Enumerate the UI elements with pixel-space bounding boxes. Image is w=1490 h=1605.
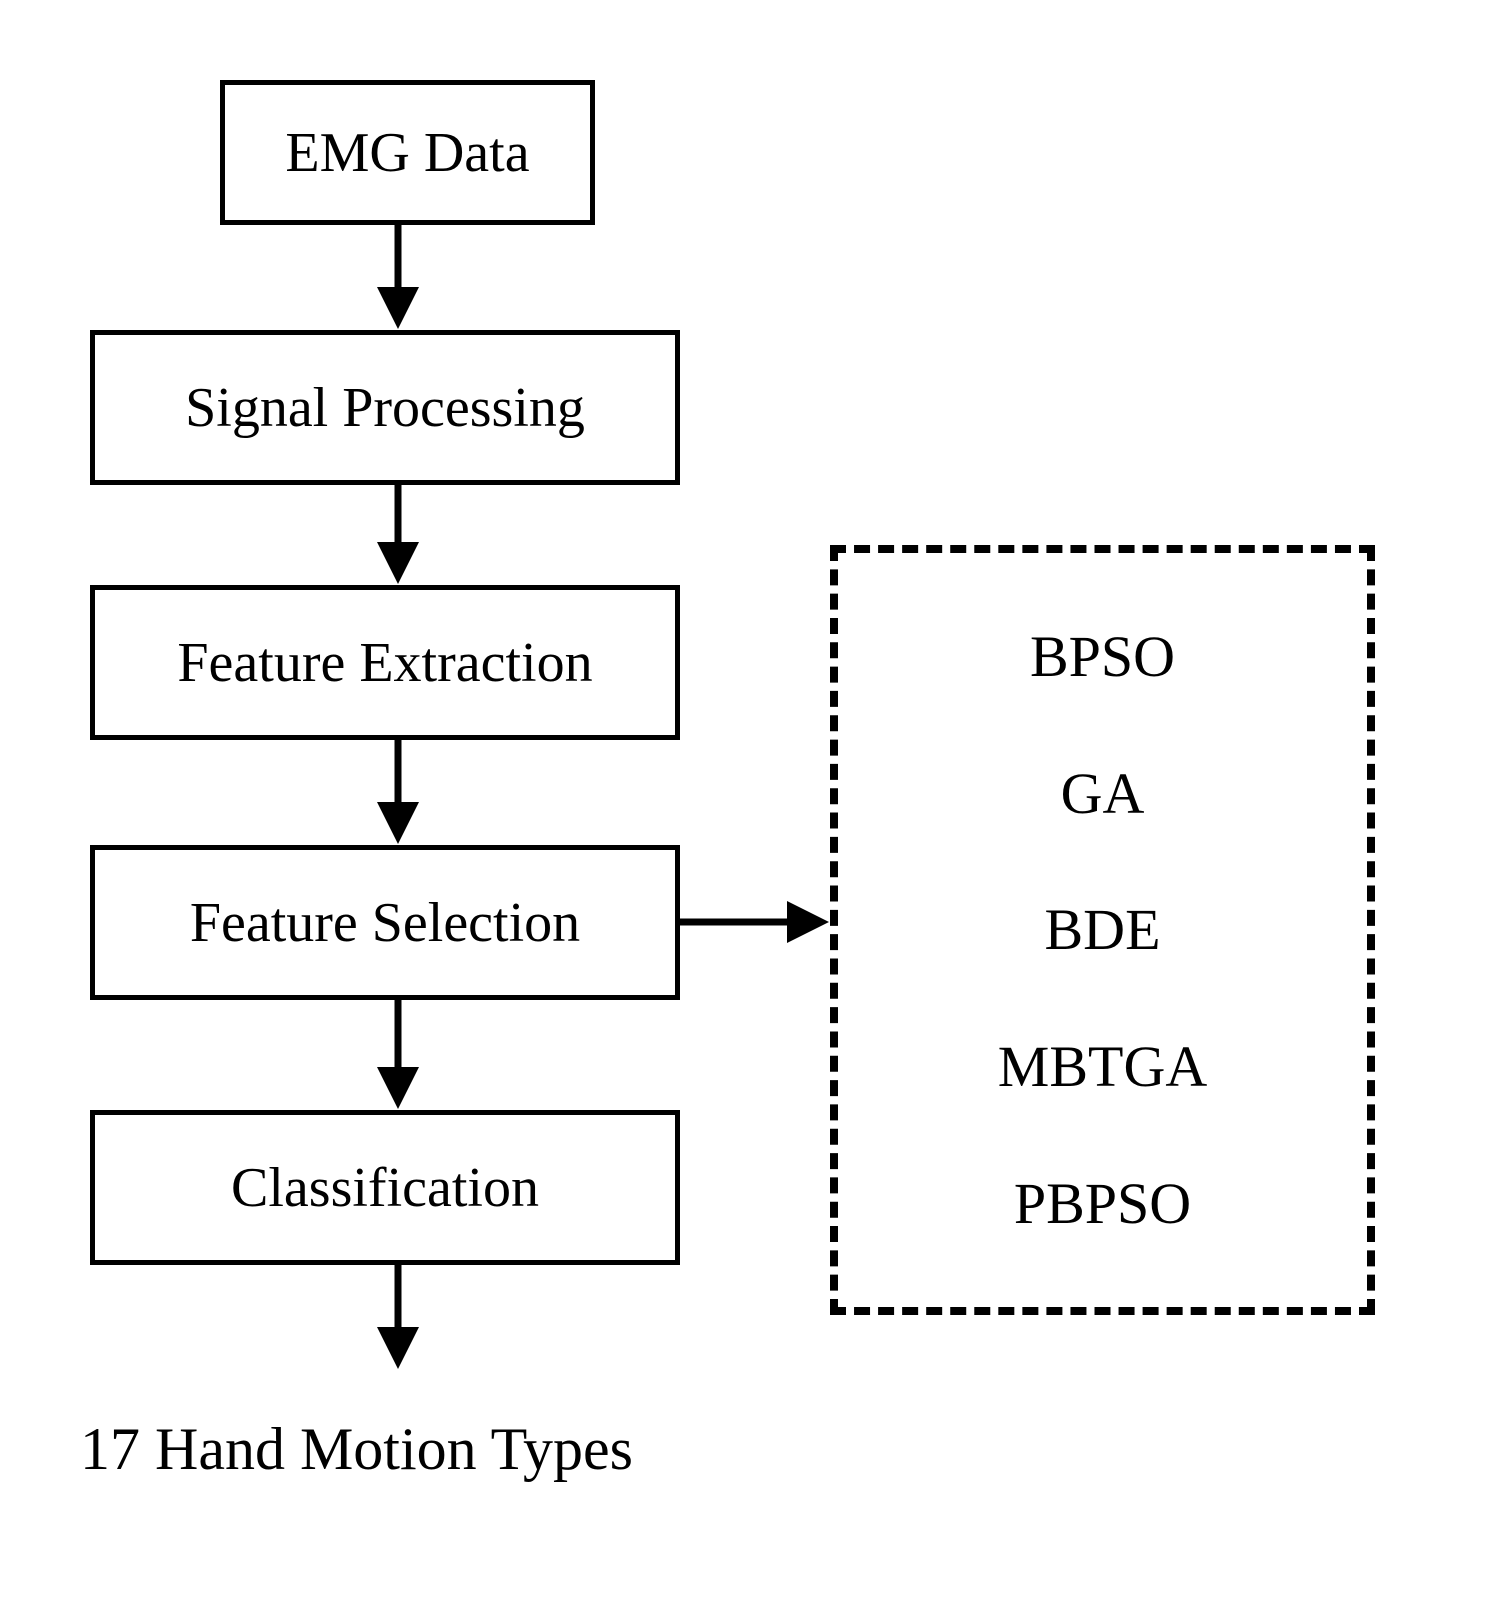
node-classification: Classification [90,1110,680,1265]
algorithm-item: GA [1061,760,1145,827]
output-label: 17 Hand Motion Types [80,1415,633,1484]
node-feature-selection: Feature Selection [90,845,680,1000]
algorithm-item: BDE [1045,896,1161,963]
node-feature-extraction: Feature Extraction [90,585,680,740]
node-emg-data: EMG Data [220,80,595,225]
flowchart-canvas: EMG Data Signal Processing Feature Extra… [0,0,1490,1605]
node-signal-processing: Signal Processing [90,330,680,485]
node-label: Feature Extraction [177,631,592,695]
node-label: EMG Data [285,121,529,185]
algorithm-item: PBPSO [1014,1170,1191,1237]
node-label: Classification [231,1156,539,1220]
algorithm-item: BPSO [1030,623,1175,690]
node-label: Signal Processing [185,376,585,440]
output-text: 17 Hand Motion Types [80,1416,633,1482]
algorithm-item: MBTGA [998,1033,1207,1100]
node-label: Feature Selection [190,891,580,955]
algorithms-box: BPSO GA BDE MBTGA PBPSO [830,545,1375,1315]
